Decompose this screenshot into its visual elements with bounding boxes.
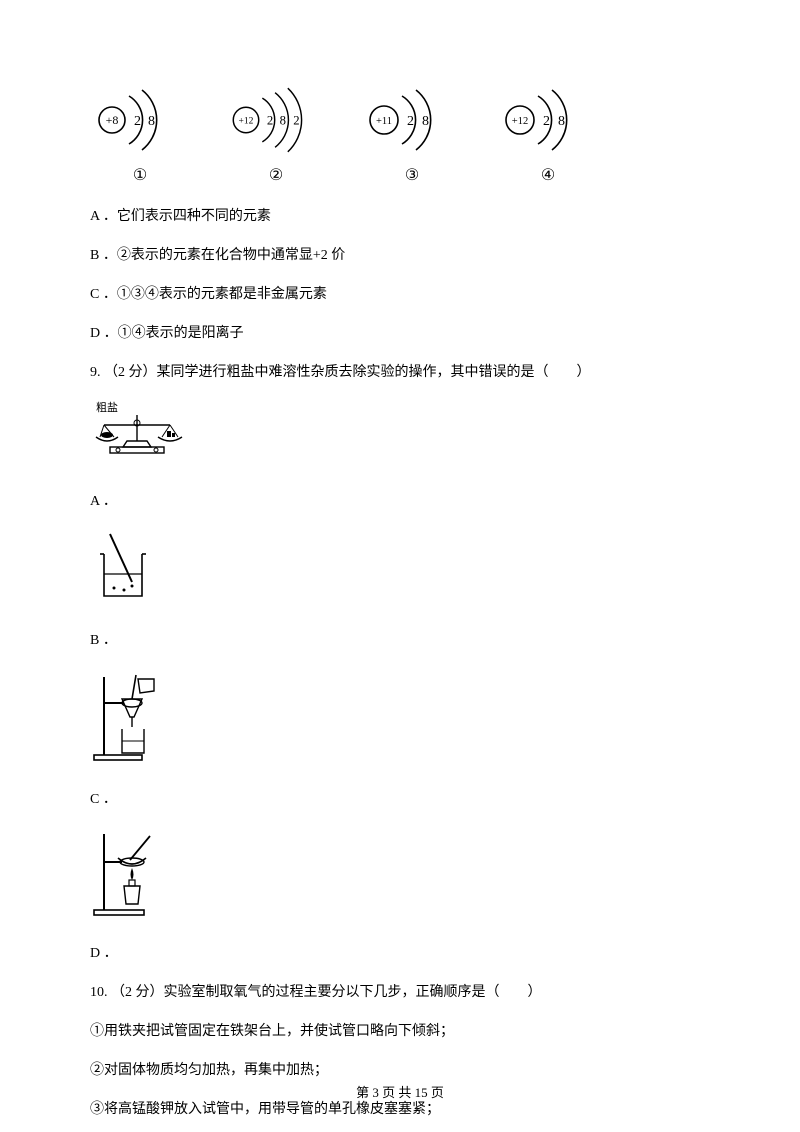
q9-a-letter: A ． [90, 491, 117, 512]
atom-1-label: ① [133, 164, 147, 188]
q10-step2: ②对固体物质均匀加热，再集中加热； [90, 1060, 710, 1081]
q8-opt-b: B ．②表示的元素在化合物中通常显+2 价 [90, 245, 710, 266]
q10-stem: 10. （2 分）实验室制取氧气的过程主要分以下几步，正确顺序是（ ） [90, 982, 710, 1003]
q9-opt-b: B ． [90, 530, 710, 651]
atom-4-label: ④ [541, 164, 555, 188]
svg-text:2: 2 [543, 114, 550, 129]
q10-step1: ①用铁夹把试管固定在铁架台上，并使试管口略向下倾斜； [90, 1021, 710, 1042]
atom-2: +12 2 8 2 ② [226, 80, 326, 188]
svg-text:8: 8 [558, 114, 565, 129]
svg-text:+12: +12 [512, 116, 528, 127]
svg-text:+8: +8 [106, 113, 119, 127]
q9-b-letter: B ． [90, 630, 117, 651]
evaporation-apparatus-icon [90, 828, 170, 918]
balance-apparatus-icon: 粗盐 [90, 401, 185, 466]
svg-text:8: 8 [422, 114, 429, 129]
atom-4: +12 2 8 ④ [498, 80, 598, 188]
svg-text:8: 8 [280, 114, 286, 128]
svg-text:+12: +12 [239, 116, 254, 127]
q9-d-letter: D ． [90, 943, 118, 964]
page-footer: 第 3 页 共 15 页 [0, 1083, 800, 1103]
svg-text:+11: +11 [376, 116, 392, 127]
svg-text:2: 2 [267, 114, 273, 128]
q9-opt-c: C ． [90, 669, 710, 810]
atom-2-label: ② [269, 164, 283, 188]
q9-opt-d: D ． [90, 828, 710, 964]
svg-text:8: 8 [148, 114, 155, 129]
svg-text:2: 2 [134, 114, 141, 129]
atom-1: +8 2 8 ① [90, 80, 190, 188]
q8-opt-c: C ．①③④表示的元素都是非金属元素 [90, 284, 710, 305]
q8-opt-a: A ．它们表示四种不同的元素 [90, 206, 710, 227]
svg-text:2: 2 [293, 114, 299, 128]
svg-text:粗盐: 粗盐 [96, 401, 118, 414]
atom-1-svg: +8 2 8 [90, 80, 190, 160]
atom-diagram-row: +8 2 8 ① +12 2 8 2 ② +11 2 8 [90, 80, 710, 188]
atom-3: +11 2 8 ③ [362, 80, 462, 188]
q9-opt-a: 粗盐 A ． [90, 401, 710, 512]
q8-opt-d: D ．①④表示的是阳离子 [90, 323, 710, 344]
atom-4-svg: +12 2 8 [498, 80, 598, 160]
beaker-stir-icon [90, 530, 160, 605]
atom-3-label: ③ [405, 164, 419, 188]
filtration-apparatus-icon [90, 669, 170, 764]
q10-step3: ③将高锰酸钾放入试管中，用带导管的单孔橡皮塞塞紧； [90, 1099, 710, 1120]
atom-2-svg: +12 2 8 2 [226, 80, 326, 160]
svg-text:2: 2 [407, 114, 414, 129]
atom-3-svg: +11 2 8 [362, 80, 462, 160]
q9-stem: 9. （2 分）某同学进行粗盐中难溶性杂质去除实验的操作，其中错误的是（ ） [90, 362, 710, 383]
q9-c-letter: C ． [90, 789, 117, 810]
